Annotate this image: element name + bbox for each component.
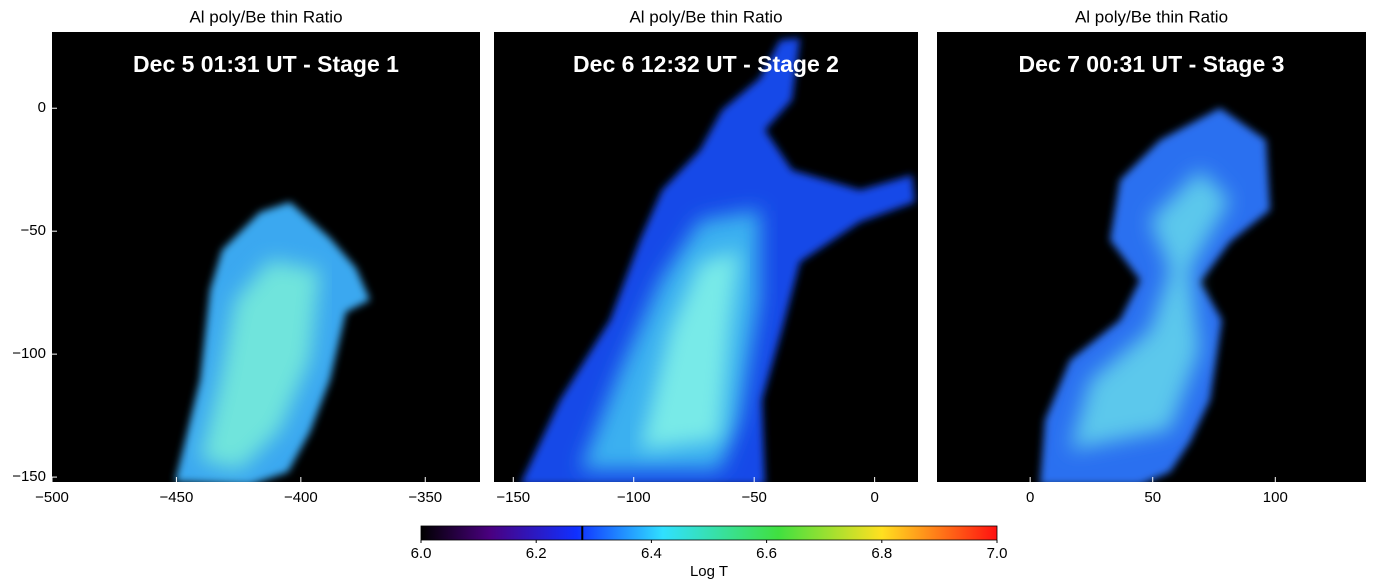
- y-tick-label: −50: [21, 222, 46, 239]
- colorbar: [420, 525, 998, 541]
- panel-title: Al poly/Be thin Ratio: [189, 7, 342, 26]
- x-tick-label: 0: [1026, 489, 1034, 506]
- x-tick-label: 6.2: [526, 545, 547, 562]
- annotation: Dec 7 00:31 UT - Stage 3: [1019, 51, 1285, 77]
- x-tick-label: −500: [35, 489, 69, 506]
- x-tick-label: 6.4: [641, 545, 662, 562]
- panel-title: Al poly/Be thin Ratio: [1075, 7, 1228, 26]
- x-tick-label: −450: [160, 489, 194, 506]
- annotation: Dec 6 12:32 UT - Stage 2: [573, 51, 839, 77]
- emission-map: [1040, 108, 1270, 482]
- y-tick-label: −150: [12, 468, 46, 485]
- x-tick-label: −400: [284, 489, 318, 506]
- y-tick-label: 0: [38, 99, 46, 116]
- panel-title: Al poly/Be thin Ratio: [629, 7, 782, 26]
- x-tick-label: −150: [496, 489, 530, 506]
- x-axis-label: Log T: [690, 563, 728, 580]
- x-tick-label: 6.0: [411, 545, 432, 562]
- x-tick-label: 6.8: [871, 545, 892, 562]
- emission-map: [175, 202, 370, 482]
- x-tick-label: 6.6: [756, 545, 777, 562]
- x-tick-label: 100: [1263, 489, 1288, 506]
- annotation: Dec 5 01:31 UT - Stage 1: [133, 51, 399, 77]
- x-tick-label: −100: [617, 489, 651, 506]
- x-tick-label: 7.0: [987, 545, 1008, 562]
- x-tick-label: −50: [741, 489, 766, 506]
- x-tick-label: 50: [1144, 489, 1161, 506]
- x-tick-label: 0: [870, 489, 878, 506]
- y-tick-label: −100: [12, 345, 46, 362]
- x-tick-label: −350: [408, 489, 442, 506]
- emission-map: [521, 38, 915, 482]
